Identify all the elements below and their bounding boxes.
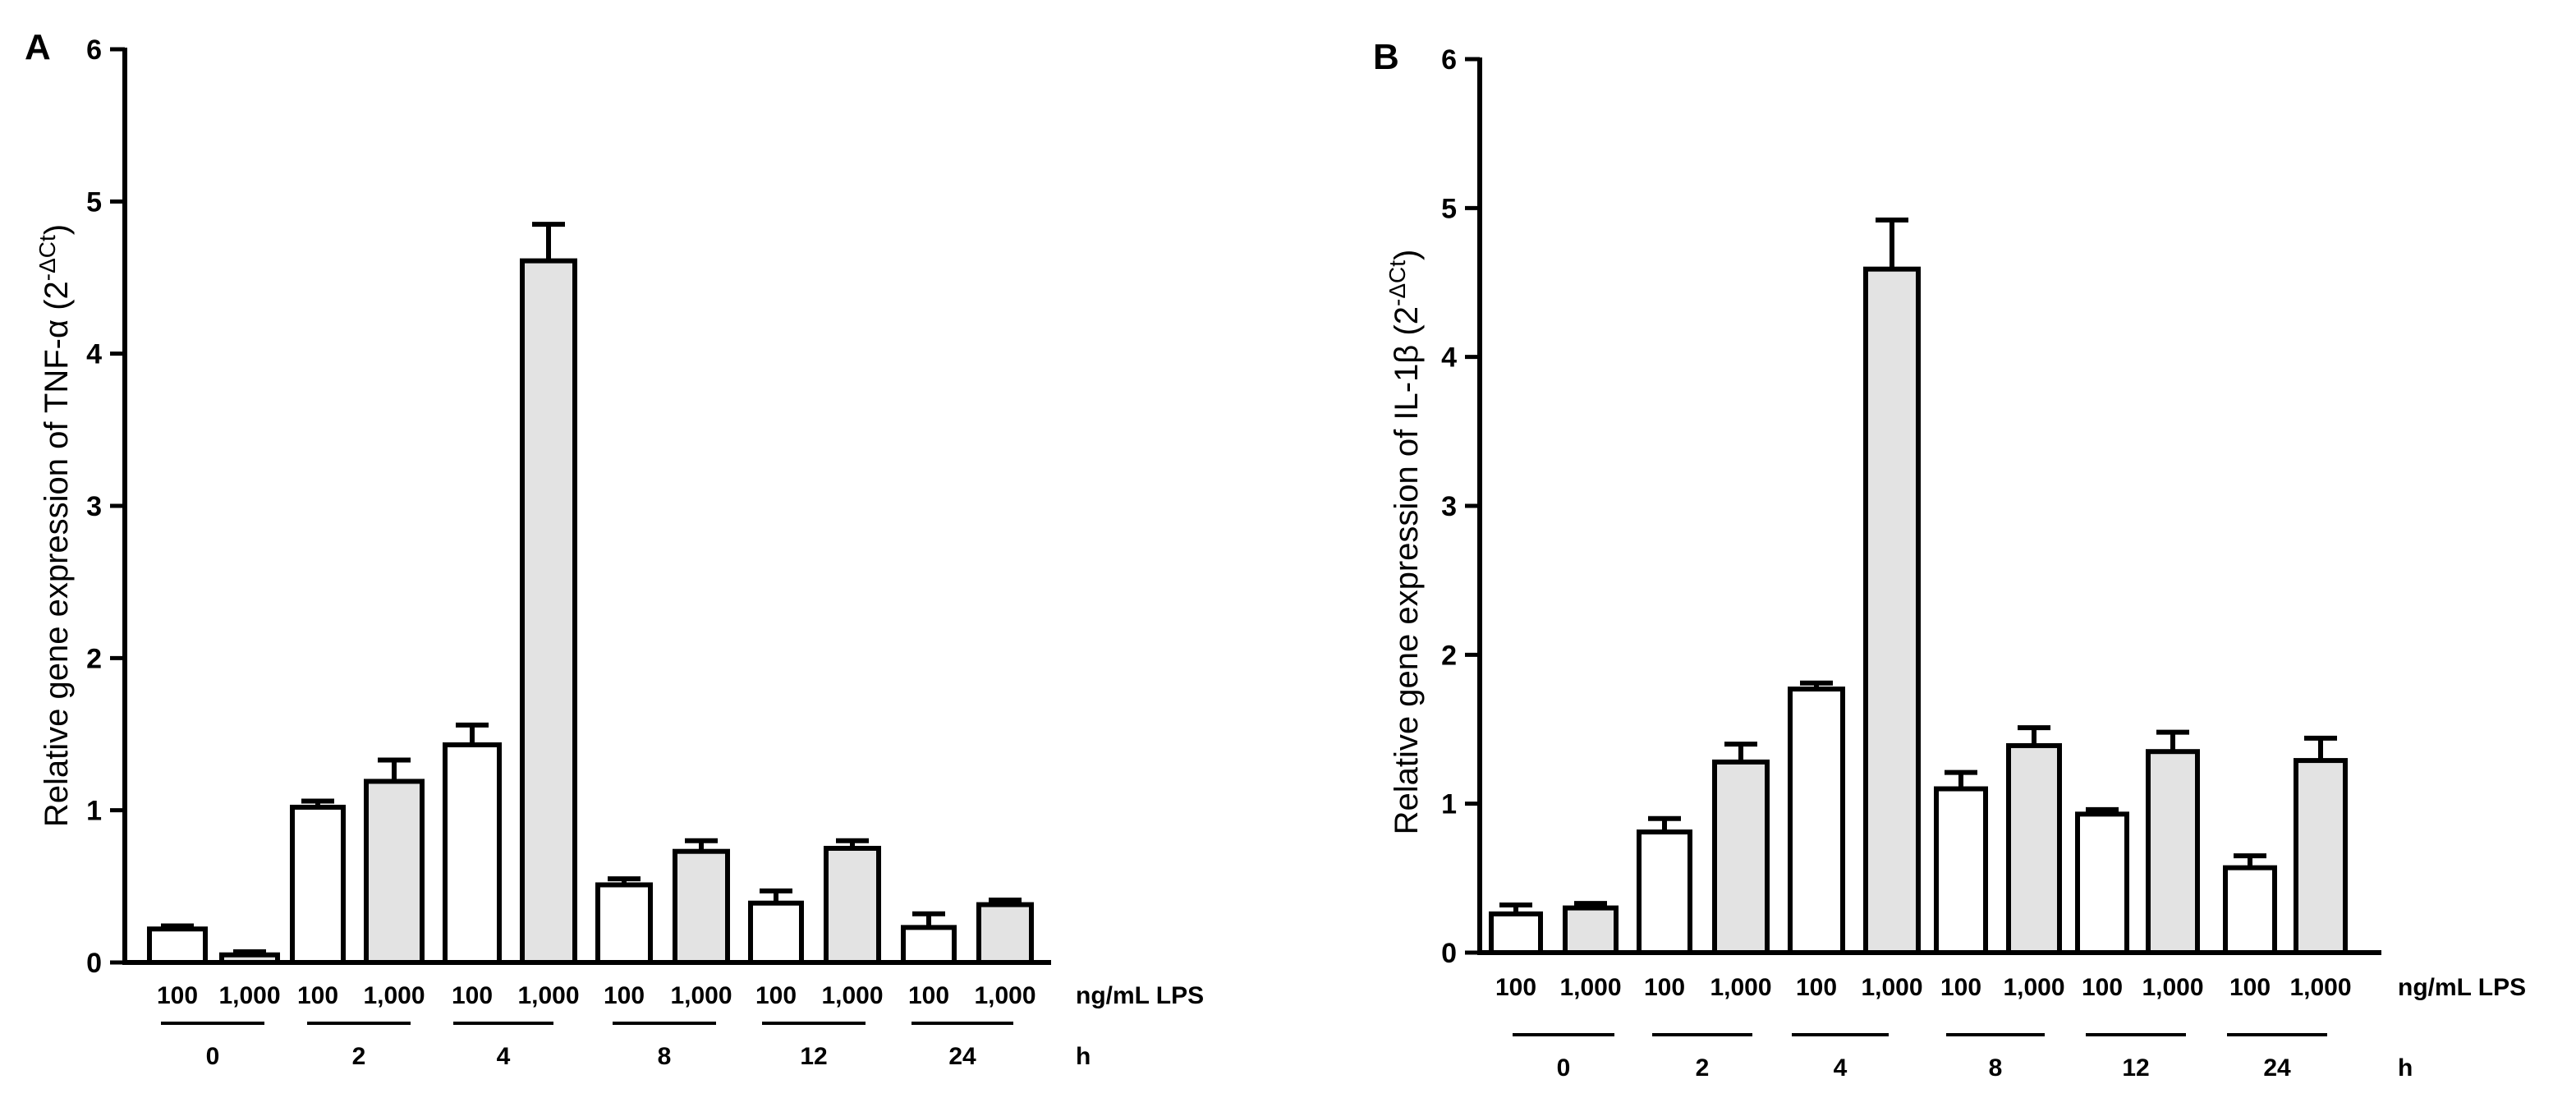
y-axis-label-text: Relative gene expression of IL-1β (1389, 345, 1425, 835)
x-category-label: 1,000 (1710, 974, 1771, 1001)
y-tick-label: 1 (1441, 789, 1457, 820)
y-axis-label-base: 2 (1389, 306, 1425, 324)
x-category-label: 1,000 (821, 982, 883, 1009)
x-group-label: 2 (352, 1043, 366, 1070)
y-tick-label: 2 (86, 643, 102, 674)
bar (1863, 266, 1921, 955)
y-tick-label: 6 (86, 34, 102, 66)
x-group-label: 12 (2122, 1054, 2149, 1082)
bar (443, 742, 502, 965)
x-category-label: 100 (1495, 974, 1536, 1001)
bar (976, 902, 1034, 966)
x-category-label: 1,000 (218, 982, 280, 1009)
bar (901, 925, 957, 965)
bar (290, 804, 346, 966)
x-category-label: 100 (1940, 974, 1981, 1001)
x-category-label: 1,000 (2289, 974, 2351, 1001)
x-category-label: 1,000 (363, 982, 425, 1009)
bar (673, 848, 730, 965)
group-unit-label: h (1076, 1043, 1091, 1070)
panel-letter: B (1373, 37, 1399, 77)
x-group-label: 2 (1696, 1054, 1710, 1082)
y-axis-label-base: 2 (39, 281, 75, 299)
bar (2223, 865, 2277, 956)
bar (748, 900, 804, 965)
y-tick-label: 5 (86, 186, 102, 218)
x-category-label: 100 (755, 982, 797, 1009)
group-unit-label: h (2398, 1054, 2413, 1082)
x-category-label: 100 (157, 982, 198, 1009)
y-axis-label: Relative gene expression of IL-1β (2-ΔCt… (1384, 250, 1426, 835)
bar (2294, 758, 2348, 956)
bar (2075, 811, 2129, 955)
bar (1489, 911, 1543, 956)
y-tick-label: 5 (1441, 193, 1457, 224)
panel-a-tnf-alpha-chart: A Relative gene expression of TNF-α (2-Δ… (25, 27, 1204, 1070)
category-unit-label: ng/mL LPS (2398, 974, 2526, 1001)
x-category-label: 1,000 (670, 982, 732, 1009)
x-group-label: 8 (1989, 1054, 2003, 1082)
y-axis-label-superscript: -ΔCt (34, 235, 60, 281)
bar (147, 926, 208, 966)
x-category-label: 100 (908, 982, 949, 1009)
bar (1712, 759, 1770, 955)
x-group-label: 0 (206, 1043, 220, 1070)
x-group-label: 24 (948, 1043, 976, 1070)
bar (1934, 786, 1988, 955)
y-tick-label: 3 (1441, 491, 1457, 522)
y-axis-label-paren-open: ( (1389, 324, 1425, 345)
y-tick-label: 2 (1441, 640, 1457, 671)
y-axis-label-paren-close: ) (1389, 250, 1425, 260)
x-group-label: 8 (658, 1043, 672, 1070)
y-tick-label: 4 (1441, 342, 1457, 374)
y-axis-label-paren-close: ) (39, 224, 75, 235)
y-tick-label: 4 (86, 339, 102, 370)
x-group-label: 4 (497, 1043, 511, 1070)
bar (2146, 749, 2200, 956)
x-category-label: 100 (2082, 974, 2123, 1001)
panel-letter: A (25, 27, 51, 67)
x-category-label: 1,000 (1861, 974, 1922, 1001)
y-tick-label: 6 (1441, 44, 1457, 76)
y-tick-label: 0 (1441, 938, 1457, 969)
x-category-label: 100 (1644, 974, 1685, 1001)
x-category-label: 100 (297, 982, 338, 1009)
bar (2006, 742, 2062, 955)
bar (595, 882, 653, 965)
bar (364, 779, 425, 965)
y-tick-label: 3 (86, 491, 102, 522)
x-category-label: 100 (2229, 974, 2271, 1001)
bar (1563, 905, 1619, 955)
panel-b-il-1beta-chart: B Relative gene expression of IL-1β (2-Δ… (1373, 37, 2526, 1082)
y-tick-label: 1 (86, 796, 102, 827)
x-category-label: 100 (1796, 974, 1837, 1001)
y-tick-label: 0 (86, 948, 102, 979)
x-group-label: 24 (2263, 1054, 2291, 1082)
y-axis-label-text: Relative gene expression of TNF-α (39, 319, 75, 827)
y-axis-label-paren-open: ( (39, 299, 75, 319)
bar (1637, 829, 1692, 955)
x-category-label: 1,000 (2003, 974, 2064, 1001)
bar (520, 258, 577, 965)
bar (219, 952, 280, 965)
x-category-label: 100 (604, 982, 645, 1009)
y-axis-label-superscript: -ΔCt (1384, 260, 1410, 306)
x-group-label: 4 (1834, 1054, 1848, 1082)
x-category-label: 100 (452, 982, 493, 1009)
bar (1788, 687, 1845, 955)
x-category-label: 1,000 (1559, 974, 1621, 1001)
category-unit-label: ng/mL LPS (1076, 982, 1204, 1009)
y-axis-label: Relative gene expression of TNF-α (2-ΔCt… (34, 224, 76, 827)
x-category-label: 1,000 (517, 982, 579, 1009)
x-category-label: 1,000 (974, 982, 1035, 1009)
x-category-label: 1,000 (2142, 974, 2203, 1001)
x-group-label: 12 (800, 1043, 827, 1070)
bar (824, 846, 881, 965)
x-group-label: 0 (1557, 1054, 1571, 1082)
